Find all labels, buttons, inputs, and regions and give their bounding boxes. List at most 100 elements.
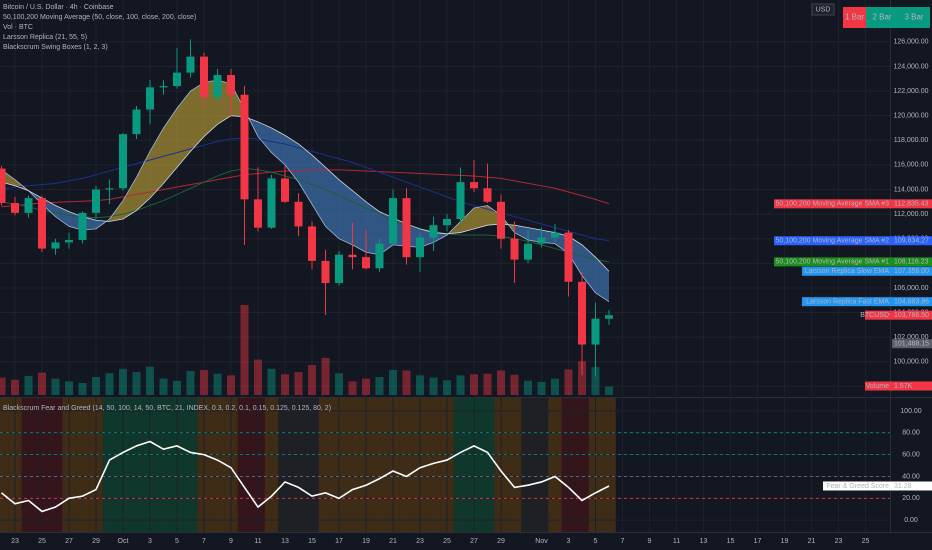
bar-button[interactable] xyxy=(866,7,898,28)
ribbon-fill xyxy=(474,205,488,229)
y-tick-label: 80.00 xyxy=(902,430,920,437)
zone-band xyxy=(129,398,144,532)
tag-name-box xyxy=(774,257,892,267)
tag-value: 101,468.15 xyxy=(894,341,929,348)
volume-bar xyxy=(497,370,505,395)
candle-body xyxy=(551,232,559,238)
tag-value-box xyxy=(892,339,932,349)
ribbon-fill xyxy=(136,151,150,211)
bar-button-label[interactable]: 2 Bar xyxy=(872,13,891,22)
zone-band xyxy=(521,398,535,532)
volume-bar xyxy=(24,375,33,395)
candle-body xyxy=(38,198,46,249)
zone-band xyxy=(156,398,171,532)
volume-bar xyxy=(402,370,411,395)
volume-bar xyxy=(564,369,573,395)
candle-body xyxy=(0,168,6,204)
tag-value-box xyxy=(892,199,932,209)
x-tick-label: 27 xyxy=(470,538,478,545)
x-tick-label: 15 xyxy=(308,538,316,545)
tag-name: 50,100,200 Moving Average SMA #2 xyxy=(775,238,889,245)
candle-body xyxy=(402,198,411,258)
moving-average-line xyxy=(1,169,610,208)
candle-body xyxy=(119,134,127,189)
x-tick-label: 29 xyxy=(92,538,100,545)
moving-average-line xyxy=(1,168,610,263)
candle-body xyxy=(591,318,600,345)
candle-body xyxy=(200,56,208,98)
pane-title: Blackscrum Fear and Greed (14, 50, 100, … xyxy=(3,405,331,412)
y-tick-label: 60.00 xyxy=(902,451,920,458)
tag-name: Larsson Replica Fast EMA xyxy=(806,299,889,306)
candle-body xyxy=(186,56,195,73)
candle-body xyxy=(132,109,141,135)
ribbon-fill xyxy=(123,177,137,220)
volume-bar xyxy=(186,371,195,395)
candle-body xyxy=(65,239,73,243)
ribbon-fill xyxy=(312,155,326,227)
volume-bar xyxy=(51,378,60,395)
bar-button-label[interactable]: 3 Bar xyxy=(904,13,923,22)
tag-value: 108,116.23 xyxy=(894,259,929,266)
ema-line xyxy=(1,115,610,272)
x-tick-label: 25 xyxy=(38,538,46,545)
y-tick-label: 122,000.00 xyxy=(893,88,928,95)
tag-value-box xyxy=(892,297,932,307)
x-tick-label: Nov xyxy=(535,538,548,545)
ribbon-fill xyxy=(190,82,204,152)
zone-band xyxy=(102,398,117,532)
ribbon-fill xyxy=(514,225,528,240)
ribbon-fill xyxy=(177,91,191,168)
volume-bar xyxy=(173,380,181,395)
y-tick-label: 100.00 xyxy=(900,408,922,415)
candle-body xyxy=(159,86,168,88)
x-tick-label: 21 xyxy=(389,538,397,545)
chart-title: Bitcoin / U.S. Dollar · 4h · Coinbase xyxy=(3,4,114,11)
bar-button-label[interactable]: 1 Bar xyxy=(845,13,864,22)
tag-name: BTCUSD xyxy=(860,312,889,319)
candle-body xyxy=(578,281,586,345)
zone-band xyxy=(602,398,616,532)
candle-body xyxy=(605,315,613,319)
x-tick-label: 17 xyxy=(754,538,762,545)
candle-body xyxy=(308,226,316,261)
volume-bar xyxy=(375,377,384,395)
volume-bar xyxy=(483,373,492,395)
x-tick-label: 3 xyxy=(148,538,152,545)
indicator-legend: Larsson Replica (21, 55, 5) xyxy=(3,34,87,41)
y-tick-label: 114,000.00 xyxy=(894,186,929,193)
zone-band xyxy=(453,398,468,532)
currency-box xyxy=(811,3,835,16)
volume-bar xyxy=(348,381,357,395)
tag-name-box xyxy=(865,310,892,320)
zone-band xyxy=(318,398,333,532)
volume-bar xyxy=(443,380,451,395)
zone-band xyxy=(575,398,589,532)
volume-bar xyxy=(551,378,559,395)
y-tick-label: 124,000.00 xyxy=(893,63,928,70)
volume-bar xyxy=(429,377,438,395)
currency-label: USD xyxy=(816,6,831,13)
ribbon-fill xyxy=(339,179,353,245)
x-tick-label: 27 xyxy=(65,538,73,545)
volume-bar xyxy=(105,373,114,395)
zone-band xyxy=(291,398,306,532)
bar-button[interactable] xyxy=(898,7,930,28)
tag-name-box xyxy=(865,381,892,391)
volume-bar xyxy=(362,378,370,395)
x-tick-label: 7 xyxy=(202,538,206,545)
volume-bar xyxy=(416,375,424,395)
candle-body xyxy=(254,199,262,228)
volume-bar xyxy=(389,369,397,395)
zone-band xyxy=(399,398,414,532)
candle-body xyxy=(294,201,303,227)
volume-bar xyxy=(146,366,154,395)
volume-bar xyxy=(335,373,343,395)
volume-bar xyxy=(92,377,100,395)
zone-band xyxy=(237,398,252,532)
bar-button[interactable] xyxy=(843,7,866,28)
zone-band xyxy=(345,398,360,532)
y-tick-label: 40.00 xyxy=(902,473,920,480)
tag-value: 109,834.27 xyxy=(894,238,929,245)
